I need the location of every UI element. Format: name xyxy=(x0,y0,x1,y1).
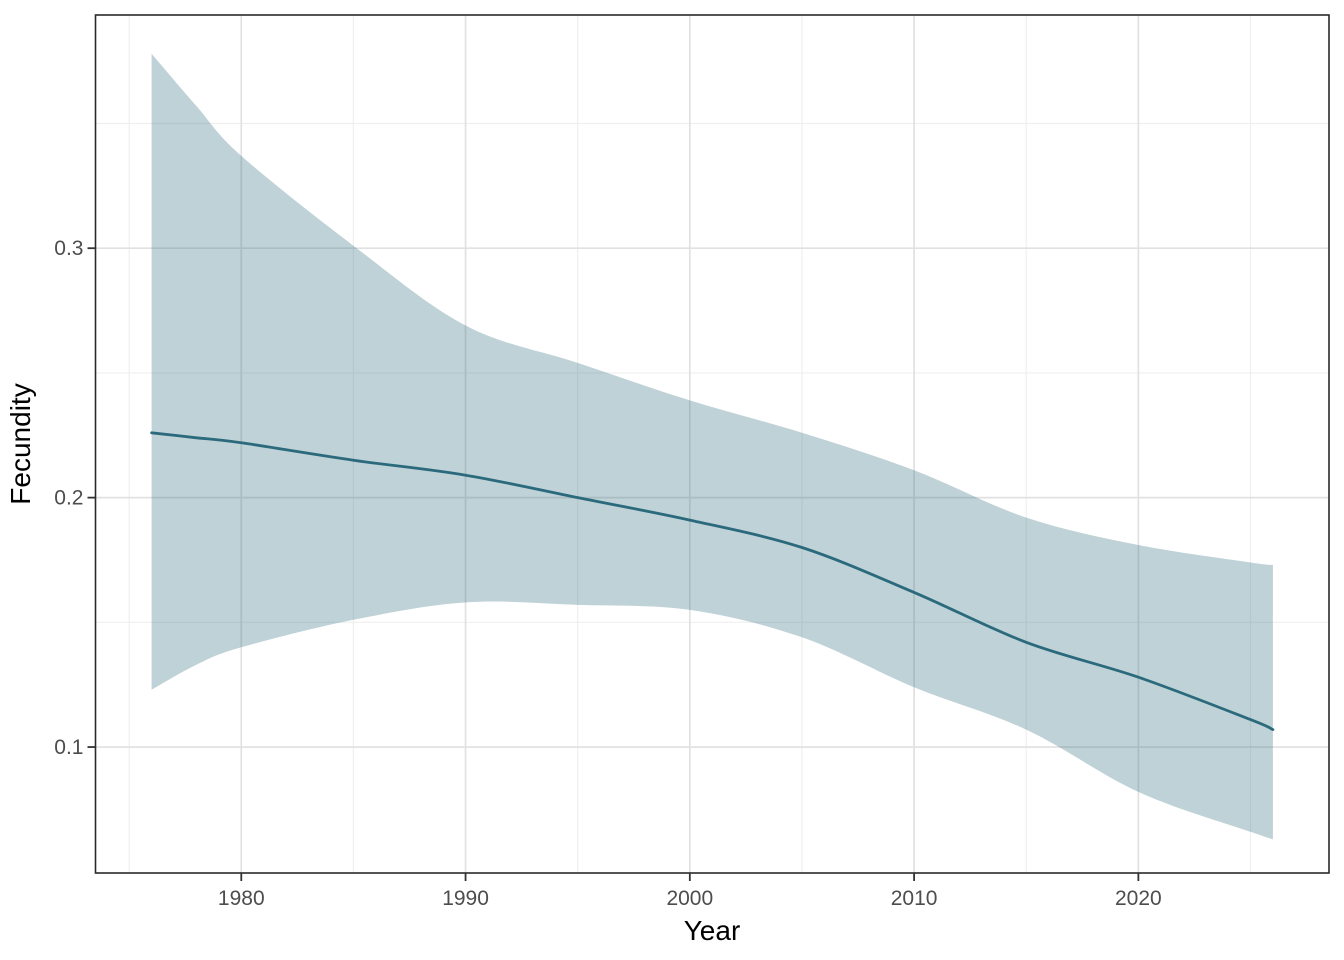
y-axis-title: Fecundity xyxy=(5,383,36,504)
minor-gridlines xyxy=(95,15,1329,873)
confidence-ribbon xyxy=(151,53,1273,840)
chart-geoms xyxy=(150,53,1275,840)
panel-border xyxy=(94,14,1330,874)
x-tick-label-2000: 2000 xyxy=(666,887,713,910)
y-tick-label-0.3: 0.3 xyxy=(54,237,83,260)
x-tick-label-1980: 1980 xyxy=(218,887,265,910)
axis-tick-marks xyxy=(87,247,1140,881)
x-tick-label-2020: 2020 xyxy=(1115,887,1162,910)
x-tick-label-1990: 1990 xyxy=(442,887,489,910)
y-tick-label-0.1: 0.1 xyxy=(54,736,83,759)
axis-tick-labels: 1980 1990 2000 2010 2020 0.1 0.2 0.3 xyxy=(54,237,1161,910)
trend-line xyxy=(150,431,1275,731)
x-axis-title: Year xyxy=(684,915,741,946)
x-tick-label-2010: 2010 xyxy=(891,887,938,910)
y-tick-label-0.2: 0.2 xyxy=(54,487,83,510)
major-gridlines xyxy=(95,15,1329,873)
